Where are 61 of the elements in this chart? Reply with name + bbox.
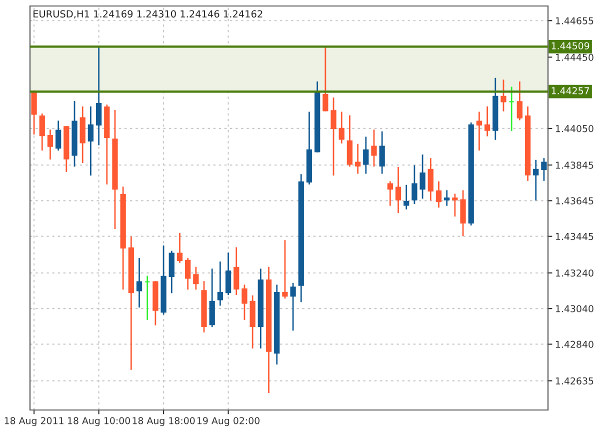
x-tick-label: 18 Aug 2011 (4, 417, 64, 426)
candlestick (395, 167, 402, 213)
y-tick-label: 1.44655 (556, 17, 594, 24)
candlestick (136, 258, 142, 308)
candlestick (354, 144, 361, 174)
candlestick (330, 97, 336, 176)
candlestick (516, 81, 522, 120)
candlestick (31, 90, 37, 135)
candlestick (412, 165, 418, 204)
candlestick (217, 262, 224, 306)
candlestick (484, 106, 490, 136)
candlestick (460, 190, 466, 236)
y-tick-label: 1.43040 (556, 305, 594, 312)
candlestick (234, 247, 240, 295)
candlestick (428, 158, 434, 200)
candlestick (185, 258, 191, 290)
y-tick-label: 1.44050 (556, 125, 594, 132)
candlestick (290, 282, 296, 331)
candlestick (420, 154, 426, 199)
chart-title: EURUSD,H1 1.24169 1.24310 1.24146 1.24162 (34, 10, 262, 19)
candlestick (322, 48, 328, 112)
candlestick (371, 130, 377, 167)
candlestick (404, 184, 410, 210)
candlestick (387, 181, 393, 206)
candlestick (436, 181, 442, 208)
candlestick (476, 112, 482, 151)
y-tick-label: 1.43445 (556, 232, 594, 240)
candlestick (282, 240, 288, 299)
ref-line-label: 1.44257 (552, 87, 590, 94)
candlestick (444, 190, 450, 206)
candlestick (541, 158, 547, 181)
y-tick-label: 1.44450 (556, 54, 594, 61)
candlestick (452, 194, 458, 217)
candlestick (242, 284, 248, 320)
candlestick (168, 250, 174, 294)
candlestick (346, 115, 353, 167)
candlestick (225, 252, 232, 295)
candlestick (533, 160, 539, 200)
candlestick (47, 130, 54, 160)
candlestick (56, 120, 62, 151)
y-tick-label: 1.43240 (556, 269, 594, 277)
x-tick-label: 18 Aug 10:00 (68, 417, 130, 426)
x-tick-label: 19 Aug 02:00 (197, 417, 260, 426)
candlestick (338, 112, 344, 144)
y-tick-label: 1.42840 (556, 340, 594, 348)
candlestick (88, 106, 94, 176)
candlestick (363, 136, 369, 174)
candlestick (96, 48, 102, 146)
candlestick (508, 86, 514, 131)
candlestick (379, 131, 385, 174)
candlestick (176, 232, 183, 263)
x-tick-label: 18 Aug 18:00 (132, 417, 195, 426)
y-tick-label: 1.42635 (556, 377, 594, 384)
candlestick (144, 276, 150, 320)
candlestick (39, 114, 45, 151)
candlestick (500, 80, 506, 112)
y-tick-label: 1.43645 (556, 197, 594, 204)
candlestick (209, 268, 215, 328)
y-tick-label: 1.43845 (556, 162, 594, 169)
ref-line-label: 1.44509 (552, 42, 590, 50)
candlestick (193, 266, 199, 290)
